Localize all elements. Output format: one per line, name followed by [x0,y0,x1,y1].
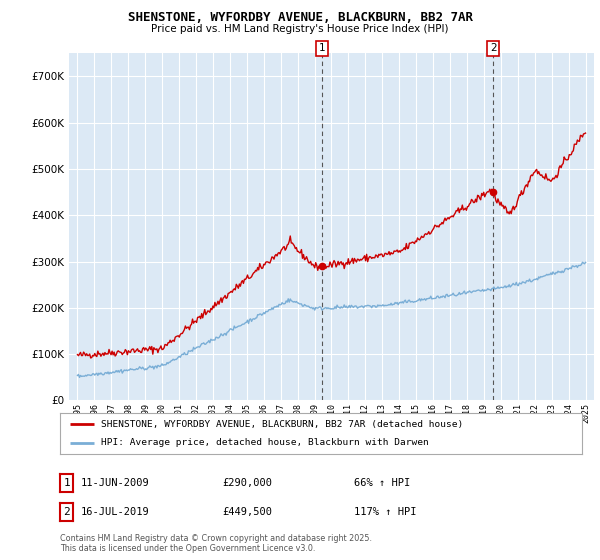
Text: Contains HM Land Registry data © Crown copyright and database right 2025.
This d: Contains HM Land Registry data © Crown c… [60,534,372,553]
Text: SHENSTONE, WYFORDBY AVENUE, BLACKBURN, BB2 7AR: SHENSTONE, WYFORDBY AVENUE, BLACKBURN, B… [128,11,473,24]
Text: 2: 2 [490,43,496,53]
Text: 117% ↑ HPI: 117% ↑ HPI [354,507,416,517]
Text: £290,000: £290,000 [222,478,272,488]
Text: £449,500: £449,500 [222,507,272,517]
Text: HPI: Average price, detached house, Blackburn with Darwen: HPI: Average price, detached house, Blac… [101,438,428,447]
Text: 16-JUL-2019: 16-JUL-2019 [81,507,150,517]
Text: 11-JUN-2009: 11-JUN-2009 [81,478,150,488]
Text: 1: 1 [63,478,70,488]
Text: 66% ↑ HPI: 66% ↑ HPI [354,478,410,488]
Text: 2: 2 [63,507,70,517]
Text: Price paid vs. HM Land Registry's House Price Index (HPI): Price paid vs. HM Land Registry's House … [151,24,449,34]
Text: 1: 1 [319,43,325,53]
Text: SHENSTONE, WYFORDBY AVENUE, BLACKBURN, BB2 7AR (detached house): SHENSTONE, WYFORDBY AVENUE, BLACKBURN, B… [101,419,463,428]
